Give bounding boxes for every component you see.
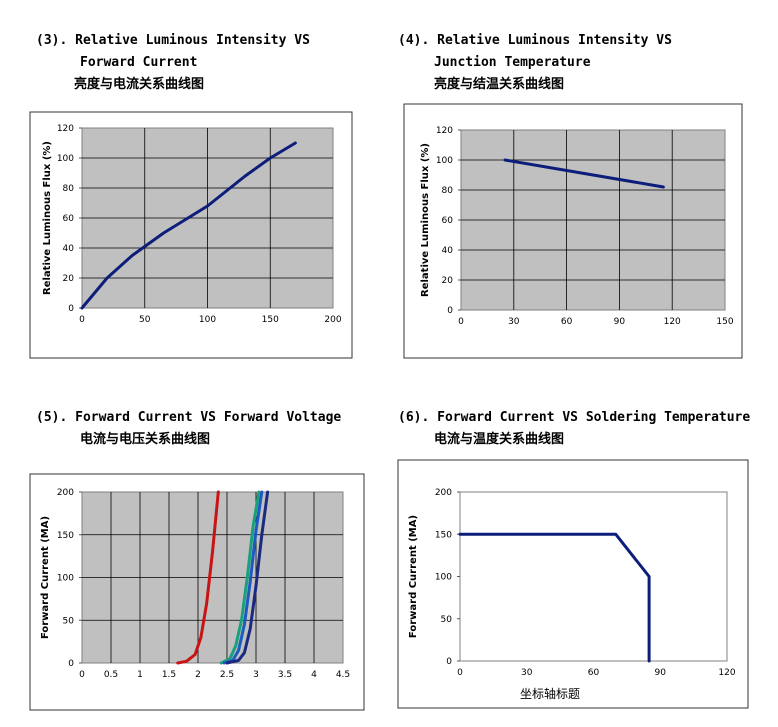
- y-tick-label: 20: [63, 274, 75, 284]
- y-tick-label: 0: [447, 306, 453, 316]
- y-tick-label: 150: [435, 530, 452, 540]
- y-axis-label: Forward Current (MA): [40, 516, 51, 639]
- x-tick-label: 3.5: [278, 670, 292, 680]
- x-tick-label: 3: [253, 670, 259, 680]
- y-tick-label: 40: [63, 244, 75, 254]
- y-tick-label: 50: [63, 616, 75, 626]
- x-tick-label: 0: [79, 315, 85, 325]
- x-tick-label: 0: [458, 317, 464, 327]
- series-line-4: [225, 490, 270, 665]
- x-tick-label: 200: [324, 315, 341, 325]
- y-tick-label: 120: [436, 126, 453, 136]
- y-tick-label: 20: [442, 276, 454, 286]
- y-tick-label: 100: [435, 573, 452, 583]
- y-tick-label: 80: [442, 186, 454, 196]
- y-tick-label: 0: [446, 657, 452, 667]
- x-tick-label: 0.5: [104, 670, 118, 680]
- heading-chart-3-line1: (3). Relative Luminous Intensity VS: [36, 33, 310, 48]
- y-axis-label: Relative Luminous Flux (%): [42, 141, 53, 295]
- y-tick-label: 150: [57, 531, 74, 541]
- y-tick-label: 60: [63, 214, 75, 224]
- heading-chart-6: (6). Forward Current VS Soldering Temper…: [398, 407, 750, 451]
- x-tick-label: 1.5: [162, 670, 176, 680]
- y-tick-label: 200: [57, 488, 74, 498]
- y-axis-label: Forward Current (MA): [408, 515, 419, 638]
- y-tick-label: 50: [441, 615, 453, 625]
- chart-3: 0 20 40 60 80 100 120 0 50 100 150 200 Relative Lumi…: [29, 111, 353, 359]
- heading-chart-3: (3). Relative Luminous Intensity VS Forw…: [36, 30, 310, 96]
- x-tick-label: 0: [79, 670, 85, 680]
- heading-chart-6-line1: (6). Forward Current VS Soldering Temper…: [398, 410, 751, 425]
- x-tick-label: 1: [137, 670, 143, 680]
- y-tick-label: 120: [57, 124, 74, 134]
- series-line-1: [80, 141, 297, 310]
- x-tick-label: 60: [561, 317, 573, 327]
- plot-area: [459, 491, 728, 662]
- y-tick-label: 40: [442, 246, 454, 256]
- series-line-1: [458, 532, 651, 663]
- chart-4: 0 20 40 60 80 100 120 0 30 60 90 120 150 Relative Lum…: [403, 103, 743, 359]
- heading-chart-3-line2: Forward Current: [80, 55, 198, 70]
- heading-chart-4-line1: (4). Relative Luminous Intensity VS: [398, 33, 672, 48]
- y-axis-label: Relative Luminous Flux (%): [420, 143, 431, 297]
- x-tick-label: 0: [457, 668, 463, 678]
- y-tick-label: 100: [57, 154, 74, 164]
- series-line-2: [219, 490, 261, 665]
- chart-5: 0 50 100 150 200 0 0.5 1 1.5 2 2.5 3 3.5 4 4.5 Forward …: [29, 473, 365, 711]
- x-tick-label: 150: [716, 317, 733, 327]
- heading-chart-3-cn: 亮度与电流关系曲线图: [74, 77, 205, 92]
- x-tick-label: 30: [508, 317, 520, 327]
- heading-chart-4-cn: 亮度与结温关系曲线图: [434, 77, 565, 92]
- x-axis-label: 坐标轴标题: [520, 686, 580, 701]
- y-tick-label: 100: [57, 574, 74, 584]
- y-tick-label: 0: [68, 304, 74, 314]
- y-tick-label: 100: [436, 156, 453, 166]
- heading-chart-6-cn: 电流与温度关系曲线图: [434, 432, 565, 447]
- heading-chart-4-line2: Junction Temperature: [434, 55, 591, 70]
- series-line-1: [503, 158, 665, 189]
- x-tick-label: 4.5: [336, 670, 350, 680]
- y-tick-label: 0: [68, 659, 74, 669]
- x-tick-label: 50: [139, 315, 151, 325]
- x-tick-label: 120: [664, 317, 681, 327]
- x-tick-label: 4: [311, 670, 317, 680]
- heading-chart-5: (5). Forward Current VS Forward Voltage …: [36, 407, 341, 451]
- x-tick-label: 90: [614, 317, 626, 327]
- x-tick-label: 120: [718, 668, 735, 678]
- series-line-1: [176, 490, 220, 665]
- y-tick-label: 80: [63, 184, 75, 194]
- chart-6: 0 50 100 150 200 0 30 60 90 120 Forward Current (M…: [397, 459, 749, 709]
- heading-chart-5-line1: (5). Forward Current VS Forward Voltage: [36, 410, 342, 425]
- x-tick-label: 100: [199, 315, 216, 325]
- x-tick-label: 30: [521, 668, 533, 678]
- x-tick-label: 90: [655, 668, 667, 678]
- x-tick-label: 2: [195, 670, 201, 680]
- heading-chart-4: (4). Relative Luminous Intensity VS Junc…: [398, 30, 672, 96]
- heading-chart-5-cn: 电流与电压关系曲线图: [80, 432, 211, 447]
- x-tick-label: 60: [588, 668, 600, 678]
- y-tick-label: 200: [435, 488, 452, 498]
- x-tick-label: 2.5: [220, 670, 234, 680]
- x-tick-label: 150: [262, 315, 279, 325]
- y-tick-label: 60: [442, 216, 454, 226]
